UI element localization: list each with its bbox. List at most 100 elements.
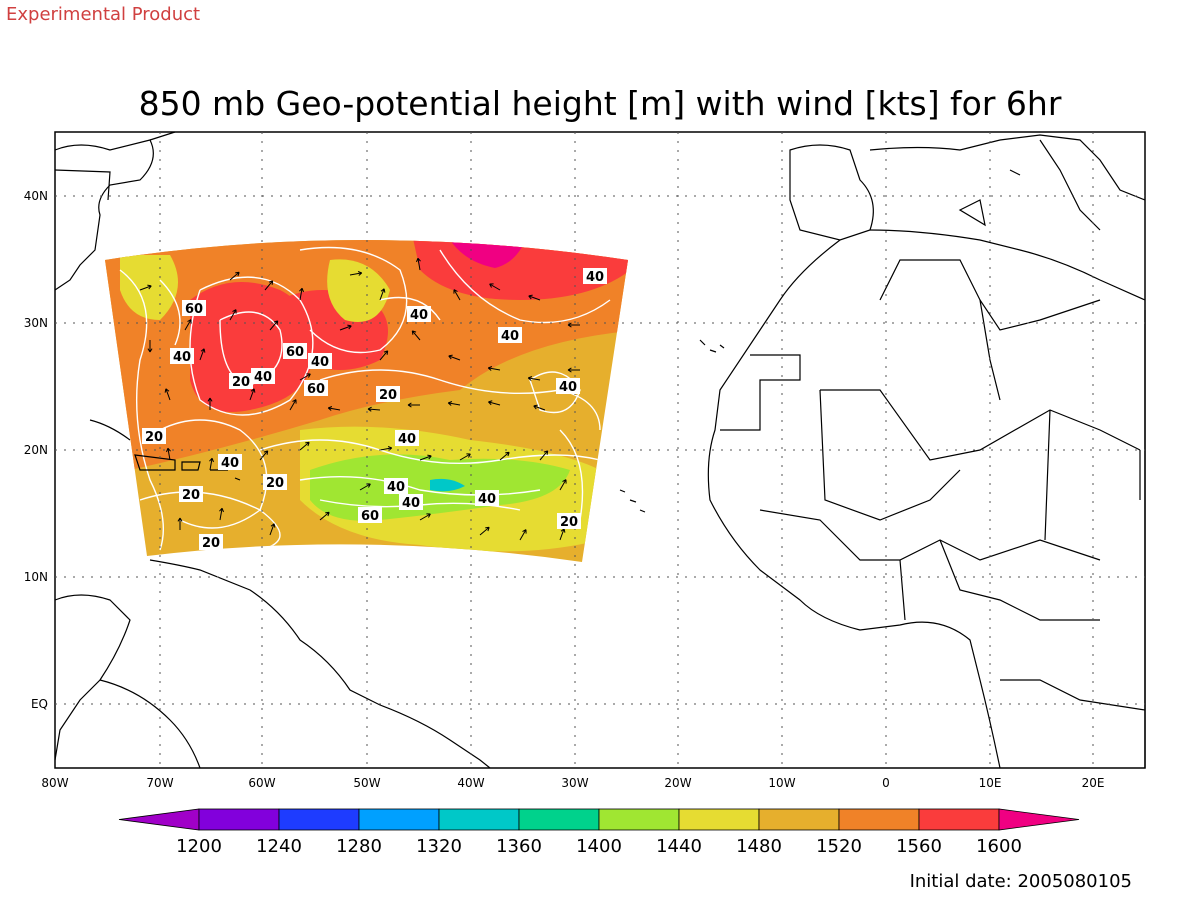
wind-arrow — [349, 271, 363, 276]
wind-arrow — [567, 322, 580, 328]
wind-arrow — [407, 402, 420, 408]
wind-arrow — [453, 289, 461, 301]
isotach-label: 40 — [308, 353, 332, 370]
graticule — [55, 132, 1145, 768]
svg-text:40: 40 — [410, 308, 428, 323]
wind-arrow — [533, 404, 546, 411]
wind-arrow — [249, 388, 256, 401]
isotach-labels: 60 40 20 40 60 40 60 40 20 40 40 40 40 2… — [142, 268, 607, 551]
svg-text:60: 60 — [286, 345, 304, 360]
wind-arrow — [489, 283, 501, 291]
colorbar-label: 1320 — [416, 836, 462, 857]
lon-label: 60W — [248, 776, 275, 790]
svg-text:20: 20 — [232, 375, 250, 390]
wind-arrow — [487, 366, 501, 371]
wind-arrow — [289, 399, 297, 411]
isotach-label: 40 — [395, 430, 419, 447]
initial-date-label: Initial date: 2005080105 — [910, 871, 1132, 892]
wind-arrow — [299, 287, 304, 301]
svg-text:20: 20 — [202, 536, 220, 551]
svg-text:20: 20 — [379, 388, 397, 403]
isotach-label: 20 — [557, 513, 581, 530]
colorbar-label: 1480 — [736, 836, 782, 857]
lat-label: 20N — [24, 443, 48, 457]
isotach-label: 40 — [407, 306, 431, 323]
wind-arrow — [379, 350, 389, 361]
wind-arrow — [539, 450, 549, 461]
wind-arrow — [419, 513, 431, 521]
colorbar-label: 1600 — [976, 836, 1022, 857]
svg-text:60: 60 — [185, 302, 203, 317]
colorbar-label: 1280 — [336, 836, 382, 857]
isotach-label: 60 — [358, 507, 382, 524]
lat-label: EQ — [31, 697, 48, 711]
svg-text:20: 20 — [266, 476, 284, 491]
isotach-label: 60 — [182, 300, 206, 317]
colorbar-segment — [118, 808, 200, 831]
svg-text:20: 20 — [560, 515, 578, 530]
colorbar-label: 1520 — [816, 836, 862, 857]
wind-arrow — [528, 294, 541, 301]
colorbar-segment — [598, 808, 680, 831]
svg-text:60: 60 — [361, 509, 379, 524]
lon-label: 10W — [768, 776, 795, 790]
colorbar-label: 1400 — [576, 836, 622, 857]
lon-label: 0 — [882, 776, 890, 790]
isotach-label: 40 — [218, 454, 242, 471]
svg-text:60: 60 — [307, 382, 325, 397]
wind-arrow — [459, 453, 471, 461]
colorbar-label: 1360 — [496, 836, 542, 857]
wind-arrow — [447, 401, 461, 406]
wind-arrow — [166, 447, 171, 461]
svg-text:40: 40 — [221, 456, 239, 471]
lat-label: 40N — [24, 189, 48, 203]
svg-text:40: 40 — [398, 432, 416, 447]
lon-label: 70W — [146, 776, 173, 790]
wind-arrow — [264, 280, 274, 291]
colorbar-segment — [438, 808, 520, 831]
svg-text:40: 40 — [173, 350, 191, 365]
isotach-label: 20 — [142, 428, 166, 445]
isotach-label: 40 — [170, 348, 194, 365]
colorbar-segment — [838, 808, 920, 831]
lat-label: 10N — [24, 570, 48, 584]
colorbar-label: 1240 — [256, 836, 302, 857]
wind-arrow — [199, 348, 206, 361]
colorbar-segment — [358, 808, 440, 831]
colorbar-label: 1200 — [176, 836, 222, 857]
latitude-labels: 40N 30N 20N 10N EQ — [24, 189, 48, 711]
wind-arrow — [177, 517, 183, 530]
isotach-label: 40 — [556, 378, 580, 395]
wind-arrow — [319, 511, 330, 521]
colorbar-label: 1560 — [896, 836, 942, 857]
wind-arrow — [327, 406, 341, 411]
svg-text:40: 40 — [254, 370, 272, 385]
wind-arrow — [229, 271, 240, 281]
wind-arrow — [269, 320, 279, 331]
svg-text:40: 40 — [387, 480, 405, 495]
wind-arrow — [499, 451, 510, 461]
svg-text:20: 20 — [182, 488, 200, 503]
isotach-label: 40 — [251, 368, 275, 385]
svg-text:40: 40 — [559, 380, 577, 395]
isotach-label: 20 — [179, 486, 203, 503]
colorbar-labels: 1200 1240 1280 1320 1360 1400 1440 1480 … — [176, 836, 1022, 857]
wind-arrow — [139, 284, 152, 291]
wind-arrow — [411, 330, 421, 341]
colorbar-segment — [998, 808, 1080, 831]
wind-arrow — [527, 376, 541, 381]
wind-isotachs — [119, 246, 611, 551]
wind-arrow — [419, 454, 432, 461]
colorbar — [118, 808, 1080, 831]
svg-text:40: 40 — [311, 355, 329, 370]
wind-arrow — [448, 354, 461, 361]
wind-arrow — [209, 457, 214, 471]
wind-arrow — [219, 507, 224, 521]
lon-label: 20W — [664, 776, 691, 790]
wind-arrow — [559, 528, 566, 541]
wind-arrow — [488, 400, 501, 406]
isotach-label: 60 — [283, 343, 307, 360]
isotach-label: 40 — [498, 327, 522, 344]
wind-arrow — [339, 324, 352, 331]
